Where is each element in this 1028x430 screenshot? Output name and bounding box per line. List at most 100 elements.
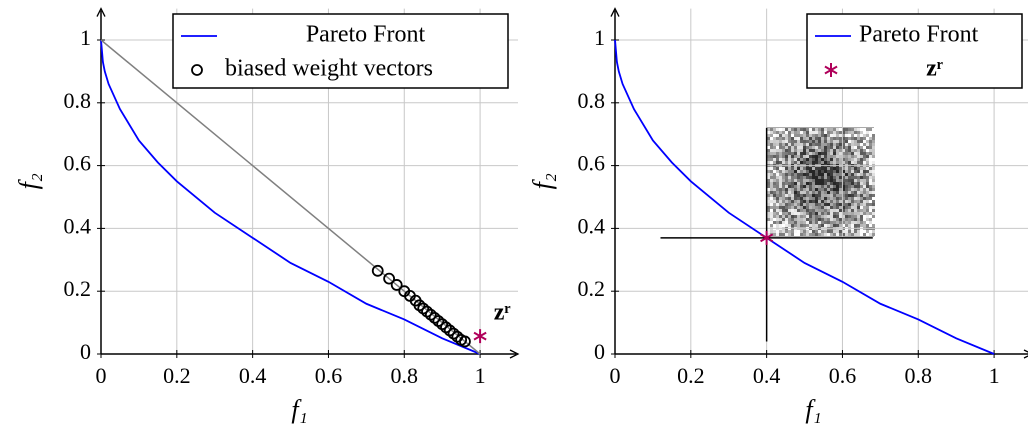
noise-cell xyxy=(812,152,815,155)
noise-cell xyxy=(818,155,821,158)
noise-cell xyxy=(803,167,806,170)
noise-cell xyxy=(797,128,800,131)
noise-cell xyxy=(842,149,845,152)
noise-cell xyxy=(866,134,869,137)
noise-cell xyxy=(812,200,815,203)
noise-cell xyxy=(812,158,815,161)
noise-cell xyxy=(773,170,776,173)
noise-cell xyxy=(863,158,866,161)
noise-cell xyxy=(839,167,842,170)
noise-cell xyxy=(809,233,812,236)
noise-cell xyxy=(806,155,809,158)
noise-cell xyxy=(794,155,797,158)
noise-cell xyxy=(842,146,845,149)
noise-cell xyxy=(803,146,806,149)
noise-cell xyxy=(779,176,782,179)
noise-cell xyxy=(782,209,785,212)
noise-cell xyxy=(830,188,833,191)
noise-cell xyxy=(863,224,866,227)
noise-cell xyxy=(818,152,821,155)
noise-cell xyxy=(836,197,839,200)
noise-cell xyxy=(833,218,836,221)
noise-cell xyxy=(866,170,869,173)
noise-cell xyxy=(767,152,770,155)
noise-cell xyxy=(818,149,821,152)
noise-cell xyxy=(848,134,851,137)
noise-cell xyxy=(839,197,842,200)
noise-cell xyxy=(770,200,773,203)
noise-cell xyxy=(872,143,875,146)
noise-cell xyxy=(836,134,839,137)
noise-cell xyxy=(833,200,836,203)
noise-cell xyxy=(779,158,782,161)
noise-cell xyxy=(812,170,815,173)
noise-cell xyxy=(782,197,785,200)
noise-cell xyxy=(776,233,779,236)
noise-cell xyxy=(860,137,863,140)
noise-cell xyxy=(824,200,827,203)
noise-cell xyxy=(782,128,785,131)
noise-cell xyxy=(770,167,773,170)
noise-cell xyxy=(791,221,794,224)
noise-cell xyxy=(845,134,848,137)
noise-cell xyxy=(857,191,860,194)
noise-cell xyxy=(785,137,788,140)
noise-cell xyxy=(866,209,869,212)
noise-cell xyxy=(779,179,782,182)
noise-cell xyxy=(836,191,839,194)
noise-cell xyxy=(773,128,776,131)
noise-cell xyxy=(803,179,806,182)
x-axis-label: f₁ xyxy=(805,395,821,424)
noise-cell xyxy=(791,185,794,188)
noise-cell xyxy=(833,155,836,158)
noise-cell xyxy=(776,167,779,170)
marker xyxy=(421,305,433,318)
noise-cell xyxy=(785,212,788,215)
noise-cell xyxy=(779,197,782,200)
noise-cell xyxy=(818,233,821,236)
noise-cell xyxy=(839,194,842,197)
noise-cell xyxy=(869,221,872,224)
noise-cell xyxy=(866,146,869,149)
noise-cell xyxy=(788,155,791,158)
noise-cell xyxy=(854,149,857,152)
noise-cell xyxy=(788,206,791,209)
noise-cell xyxy=(869,170,872,173)
noise-cell xyxy=(779,173,782,176)
noise-cell xyxy=(809,176,812,179)
noise-cell xyxy=(791,218,794,221)
noise-cell xyxy=(773,200,776,203)
noise-cell xyxy=(857,167,860,170)
noise-cell xyxy=(773,233,776,236)
noise-cell xyxy=(797,221,800,224)
noise-cell xyxy=(827,218,830,221)
noise-cell xyxy=(857,137,860,140)
noise-cell xyxy=(848,230,851,233)
noise-cell xyxy=(779,146,782,149)
noise-cell xyxy=(818,137,821,140)
noise-cell xyxy=(848,155,851,158)
noise-cell xyxy=(815,146,818,149)
legend-label: Pareto Front xyxy=(859,22,979,48)
noise-cell xyxy=(836,194,839,197)
noise-cell xyxy=(854,161,857,164)
noise-cell xyxy=(833,233,836,236)
noise-cell xyxy=(854,194,857,197)
noise-cell xyxy=(815,161,818,164)
noise-cell xyxy=(815,137,818,140)
noise-cell xyxy=(833,134,836,137)
noise-cell xyxy=(842,194,845,197)
noise-cell xyxy=(833,158,836,161)
noise-cell xyxy=(848,191,851,194)
noise-cell xyxy=(806,233,809,236)
noise-cell xyxy=(818,203,821,206)
noise-cell xyxy=(851,185,854,188)
noise-cell xyxy=(812,161,815,164)
noise-cell xyxy=(773,224,776,227)
noise-cell xyxy=(824,134,827,137)
noise-cell xyxy=(836,218,839,221)
noise-cell xyxy=(767,218,770,221)
noise-cell xyxy=(824,191,827,194)
noise-cell xyxy=(866,131,869,134)
noise-cell xyxy=(869,194,872,197)
